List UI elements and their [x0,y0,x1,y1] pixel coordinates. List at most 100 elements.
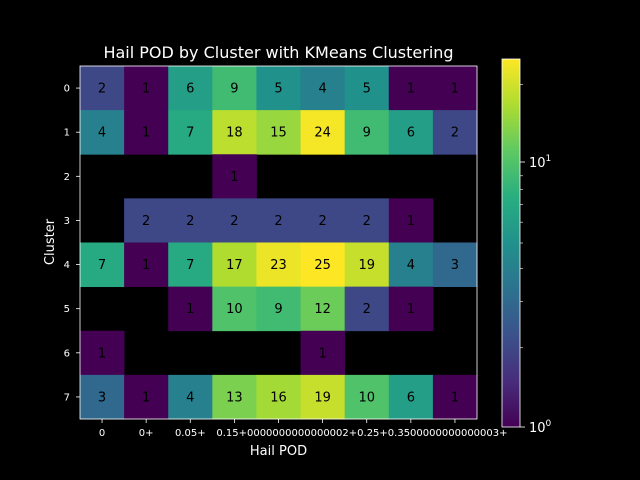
cell-value-label: 5 [274,82,282,97]
heatmap-cell [432,110,478,155]
heatmap-cell [388,66,434,111]
cell-value-label: 7 [98,258,106,273]
cell-value-label: 1 [451,390,459,405]
y-tick-label: 2 [64,172,70,183]
cell-value-label: 3 [98,390,106,405]
y-axis: 0 1 2 3 4 5 6 7 [64,84,80,403]
cell-value-label: 2 [363,302,371,317]
cell-value-label: 6 [407,126,415,141]
cell-value-label: 19 [358,258,375,273]
cell-value-label: 1 [142,390,150,405]
heatmap-cell [212,286,257,332]
heatmap-cell [124,198,169,243]
y-tick-label: 6 [64,348,70,359]
heatmap-cell [168,198,213,243]
heatmap-cell [212,198,257,243]
cell-value-label: 2 [274,214,282,229]
cell-value-label: 1 [451,82,459,97]
heatmap-cell [256,110,301,155]
heatmap-cell [256,66,301,111]
heatmap-cell [388,110,434,155]
y-tick-label: 1 [64,128,70,139]
cell-value-label: 2 [142,214,150,229]
heatmap-cell [388,374,434,420]
heatmap-cell [300,66,346,111]
cell-value-label: 13 [226,390,243,405]
heatmap-cell [124,242,169,288]
cell-value-label: 5 [363,82,371,97]
heatmap-cell [344,242,390,288]
heatmap-cell [344,374,390,420]
colorbar-gradient [502,59,520,427]
heatmap-cell [212,66,257,111]
heatmap-cell [212,154,257,199]
cell-value-label: 4 [186,390,194,405]
cell-value-label: 1 [186,302,194,317]
heatmap-cell [212,374,257,420]
cell-value-label: 25 [314,258,331,273]
cell-value-label: 16 [270,390,287,405]
cell-value-label: 2 [363,214,371,229]
heatmap-cell [168,110,213,155]
heatmap-cell [256,286,301,332]
cell-value-label: 2 [98,82,106,97]
heatmap-cell [432,242,478,288]
cell-value-label: 7 [186,126,194,141]
heatmap-cell [80,242,125,288]
heatmap-cell [256,242,301,288]
x-tick-label: 0.05+ [175,428,206,439]
heatmap-cell [256,198,301,243]
heatmap-cell [80,330,125,376]
heatmap-cell [388,198,434,243]
cell-value-label: 2 [318,214,326,229]
cell-value-label: 24 [314,126,331,141]
cell-value-label: 12 [314,302,331,317]
heatmap-cells [80,66,478,420]
y-tick-label: 4 [64,260,70,271]
cell-value-label: 4 [98,126,106,141]
cell-value-label: 2 [230,214,238,229]
y-axis-label: Cluster [43,218,58,265]
cell-value-label: 1 [142,82,150,97]
heatmap-cell [168,242,213,288]
heatmap-cell [124,66,169,111]
cell-value-label: 2 [451,126,459,141]
cell-value-label: 1 [318,346,326,361]
cell-value-label: 4 [407,258,415,273]
heatmap-cell [344,110,390,155]
x-tick-label: 0 [99,428,105,439]
heatmap-cell-labels: 2 1 6 9 5 4 5 1 14 1 7 18 15 24 9 6 212 2 2 2 2 2 17 1 7 17 23 25 19… [98,82,459,406]
colorbar-minor-ticks [520,84,523,349]
cell-value-label: 19 [314,390,331,405]
heatmap-cell [168,286,213,332]
y-tick-label: 5 [64,304,70,315]
chart-title: Hail POD by Cluster with KMeans Clusteri… [103,43,453,62]
cell-value-label: 23 [270,258,287,273]
cell-value-label: 6 [186,82,194,97]
x-axis: 0 0+ 0.05+ 0.15+0000000000000002+0.25+0.350… [99,419,508,439]
cell-value-label: 3 [451,258,459,273]
cell-value-label: 7 [186,258,194,273]
heatmap-cell [388,286,434,332]
x-tick-label: 0+ [139,428,154,439]
heatmap-cell [344,198,390,243]
y-tick-label: 0 [64,84,70,95]
cell-value-label: 1 [407,302,415,317]
y-tick-label: 3 [64,216,70,227]
cell-value-label: 10 [358,390,375,405]
heatmap-cell [432,66,478,111]
cell-value-label: 1 [230,170,238,185]
x-tick-label: 0.15+0000000000000002+0.25+0.35000000000… [216,428,507,439]
cell-value-label: 1 [142,258,150,273]
heatmap-cell [300,110,346,155]
x-axis-label: Hail POD [250,444,307,459]
heatmap-cell [168,374,213,420]
heatmap-cell [344,286,390,332]
heatmap-cell [80,374,125,420]
heatmap-cell [256,374,301,420]
cell-value-label: 10 [226,302,243,317]
cell-value-label: 1 [98,346,106,361]
heatmap-cell [300,242,346,288]
cell-value-label: 15 [270,126,287,141]
